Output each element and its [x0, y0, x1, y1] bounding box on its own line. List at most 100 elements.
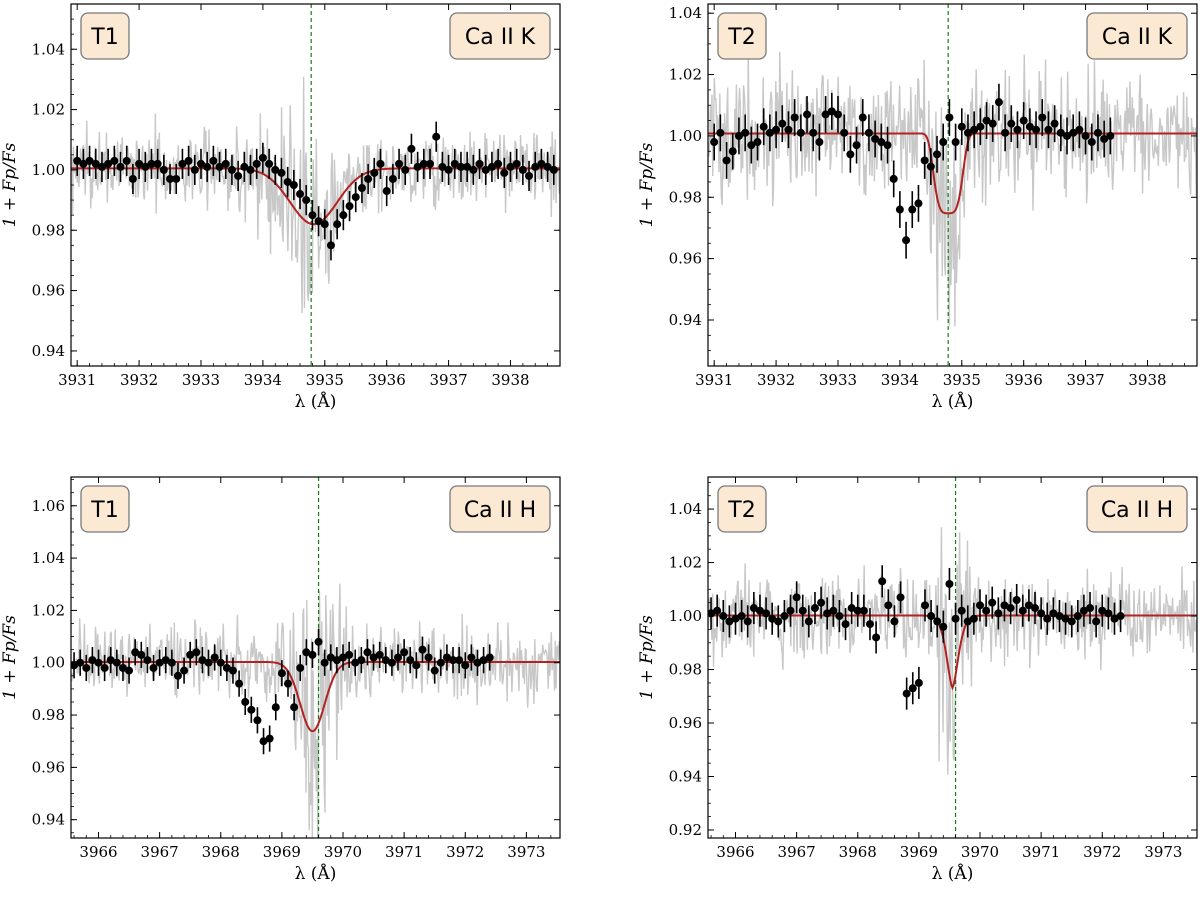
binned-point [412, 661, 421, 670]
x-tick-label: 3973 [1144, 843, 1182, 861]
x-tick-label: 3932 [120, 371, 158, 389]
x-axis-title: λ (Å) [295, 391, 337, 412]
binned-point [549, 165, 558, 174]
x-tick-label: 3936 [1005, 371, 1043, 389]
binned-point [172, 174, 181, 183]
binned-point [1025, 122, 1034, 131]
y-tick-label: 1.02 [669, 554, 702, 572]
binned-point [381, 656, 390, 665]
binned-point [1013, 125, 1022, 134]
x-tick-label: 3935 [306, 371, 344, 389]
plot-area [71, 4, 560, 366]
binned-point [204, 658, 213, 667]
binned-point [351, 193, 360, 202]
binned-point [131, 648, 140, 657]
binned-point [479, 656, 488, 665]
binned-point [436, 658, 445, 667]
binned-point [395, 159, 404, 168]
binned-point [85, 156, 94, 165]
x-tick-label: 3937 [1066, 371, 1104, 389]
binned-point [1086, 604, 1095, 613]
binned-point [1043, 614, 1052, 623]
x-tick-label: 3969 [263, 843, 301, 861]
binned-point [858, 113, 867, 122]
binned-point [531, 162, 540, 171]
binned-point [926, 162, 935, 171]
binned-point [259, 737, 268, 746]
binned-point [277, 669, 286, 678]
binned-point [716, 128, 725, 137]
binned-point [796, 128, 805, 137]
x-axis-title: λ (Å) [932, 391, 974, 412]
binned-point [920, 601, 929, 610]
binned-point [387, 658, 396, 667]
binned-point [357, 656, 366, 665]
binned-point [235, 679, 244, 688]
binned-point [988, 598, 997, 607]
binned-point [902, 689, 911, 698]
binned-point [1104, 609, 1113, 618]
y-tick-label: 1.02 [669, 66, 702, 84]
binned-point [1110, 614, 1119, 623]
binned-point [1044, 125, 1053, 134]
binned-point [112, 658, 121, 667]
x-tick-label: 3967 [141, 843, 179, 861]
binned-point [896, 593, 905, 602]
binned-point [933, 617, 942, 626]
binned-point [487, 162, 496, 171]
binned-point [376, 159, 385, 168]
y-tick-label: 0.96 [32, 282, 65, 300]
binned-point [920, 156, 929, 165]
binned-point [125, 666, 134, 675]
binned-point [889, 174, 898, 183]
binned-point [143, 656, 152, 665]
binned-point [914, 199, 923, 208]
x-tick-label: 3970 [961, 843, 999, 861]
binned-point [463, 162, 472, 171]
binned-point [500, 168, 509, 177]
line-badge [1086, 485, 1188, 533]
y-tick-label: 0.96 [32, 758, 65, 776]
binned-point [308, 650, 317, 659]
binned-point [192, 648, 201, 657]
binned-point [137, 650, 146, 659]
binned-point [731, 614, 740, 623]
binned-point [1069, 128, 1078, 137]
binned-point [957, 122, 966, 131]
binned-point [450, 159, 459, 168]
binned-point [159, 165, 168, 174]
binned-point [265, 734, 274, 743]
binned-point [221, 159, 230, 168]
x-tick-label: 3934 [244, 371, 282, 389]
y-tick-label: 0.96 [669, 714, 702, 732]
binned-point [1081, 131, 1090, 140]
binned-point [481, 165, 490, 174]
binned-point [722, 156, 731, 165]
y-tick-label: 0.94 [32, 342, 65, 360]
x-tick-label: 3938 [491, 371, 529, 389]
binned-point [290, 703, 299, 712]
binned-point [461, 661, 470, 670]
binned-point [209, 156, 218, 165]
y-tick-label: 1.04 [32, 549, 65, 567]
binned-point [847, 604, 856, 613]
binned-point [914, 678, 923, 687]
binned-point [106, 656, 115, 665]
binned-point [296, 190, 305, 199]
x-tick-label: 3933 [819, 371, 857, 389]
panel-bottom-right: 3966 3967 3968 3969 3970 3971 3972 3973 0.92 0.94… [637, 476, 1198, 884]
binned-point [951, 614, 960, 623]
binned-point [747, 141, 756, 150]
binned-point [455, 656, 464, 665]
panel-top-right: 3931 3932 3933 3934 3935 3936 3937 3938 0.94 0.96… [637, 3, 1198, 412]
x-tick-label: 3966 [79, 843, 117, 861]
binned-point [762, 609, 771, 618]
binned-point [79, 159, 88, 168]
binned-point [1055, 612, 1064, 621]
binned-point [339, 653, 348, 662]
binned-point [180, 666, 189, 675]
x-tick-label: 3971 [1022, 843, 1060, 861]
binned-point [768, 614, 777, 623]
binned-point [1019, 116, 1028, 125]
x-tick-label: 3966 [716, 843, 754, 861]
